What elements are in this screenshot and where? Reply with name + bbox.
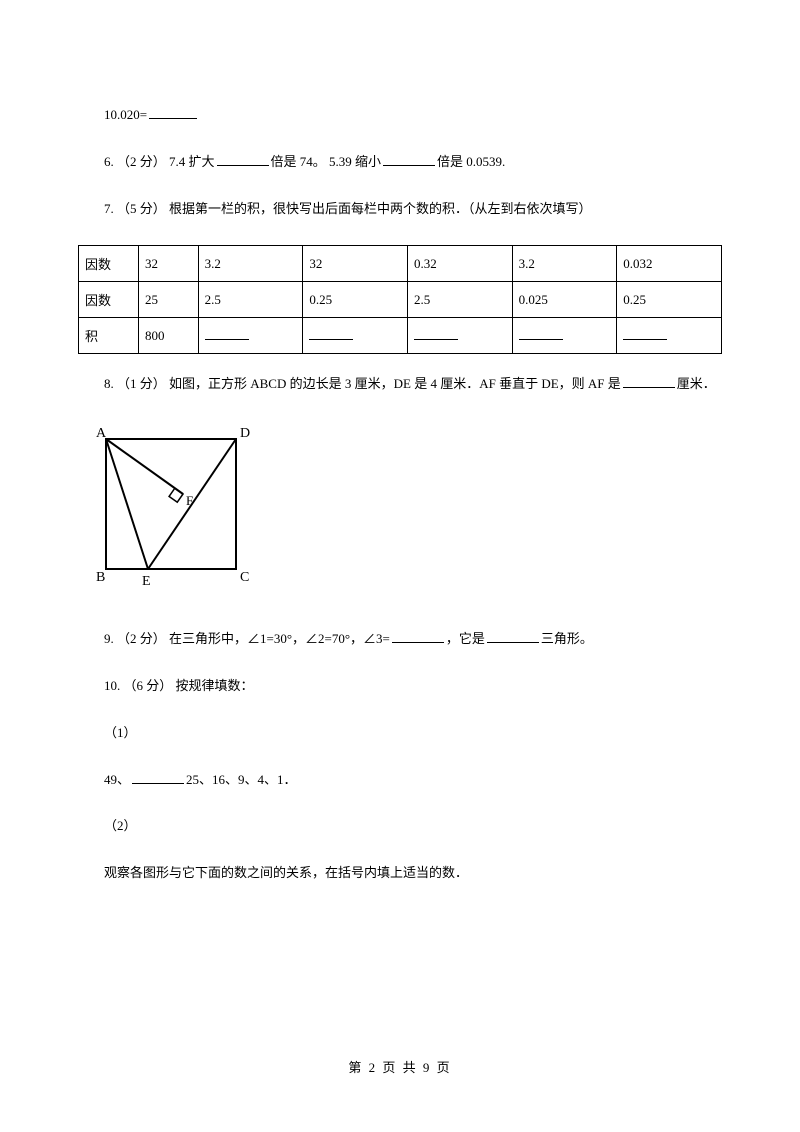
q6-pre: 6. （2 分） 7.4 扩大 — [104, 154, 215, 169]
row-label: 因数 — [79, 282, 139, 318]
q10-p1-blank[interactable] — [132, 771, 184, 784]
q6-mid1: 倍是 74。 5.39 缩小 — [271, 154, 382, 169]
cell: 0.25 — [617, 282, 722, 318]
page-footer: 第 2 页 共 9 页 — [0, 1057, 800, 1076]
q10-part2-label: （2） — [78, 816, 722, 837]
q6-blank2[interactable] — [383, 153, 435, 166]
q9-line: 9. （2 分） 在三角形中，∠1=30°，∠2=70°，∠3= ，它是 三角形。 — [78, 629, 722, 650]
q8-blank[interactable] — [623, 375, 675, 388]
cell: 2.5 — [198, 282, 303, 318]
cell-blank[interactable] — [303, 318, 408, 354]
cell: 25 — [139, 282, 199, 318]
q7-text: 7. （5 分） 根据第一栏的积，很快写出后面每栏中两个数的积．（从左到右依次填… — [78, 199, 722, 220]
label-D: D — [240, 426, 250, 441]
cell-blank[interactable] — [407, 318, 512, 354]
cell: 0.25 — [303, 282, 408, 318]
q5-tail-item: 10.020= — [78, 105, 722, 126]
q6-mid2: 倍是 0.0539. — [437, 154, 505, 169]
cell-blank[interactable] — [198, 318, 303, 354]
cell: 3.2 — [512, 246, 617, 282]
row-label: 积 — [79, 318, 139, 354]
q6-blank1[interactable] — [217, 153, 269, 166]
q10-p1-post: 25、16、9、4、1． — [186, 772, 297, 787]
cell-blank[interactable] — [617, 318, 722, 354]
label-F: F — [186, 493, 193, 508]
cell: 32 — [303, 246, 408, 282]
label-E: E — [142, 574, 151, 589]
q6-line: 6. （2 分） 7.4 扩大 倍是 74。 5.39 缩小 倍是 0.0539. — [78, 152, 722, 173]
q9-blank1[interactable] — [392, 630, 444, 643]
q10-part1-seq: 49、 25、16、9、4、1． — [78, 770, 722, 791]
q5-blank[interactable] — [149, 106, 197, 119]
label-C: C — [240, 570, 249, 585]
cell: 2.5 — [407, 282, 512, 318]
q5-label: 10.020= — [104, 107, 147, 122]
row-label: 因数 — [79, 246, 139, 282]
cell: 0.32 — [407, 246, 512, 282]
cell: 0.032 — [617, 246, 722, 282]
q10-part1-label: （1） — [78, 723, 722, 744]
q7-table: 因数 32 3.2 32 0.32 3.2 0.032 因数 25 2.5 0.… — [78, 245, 722, 354]
cell: 0.025 — [512, 282, 617, 318]
table-row: 因数 32 3.2 32 0.32 3.2 0.032 — [79, 246, 722, 282]
label-A: A — [96, 426, 107, 441]
q10-title: 10. （6 分） 按规律填数： — [78, 676, 722, 697]
table-row: 积 800 — [79, 318, 722, 354]
table-row: 因数 25 2.5 0.25 2.5 0.025 0.25 — [79, 282, 722, 318]
q9-post: 三角形。 — [541, 631, 593, 646]
q8-figure: A D B C E F — [88, 421, 258, 601]
q9-mid: ，它是 — [446, 631, 485, 646]
label-B: B — [96, 570, 105, 585]
q9-blank2[interactable] — [487, 630, 539, 643]
cell-blank[interactable] — [512, 318, 617, 354]
q8-pre: 8. （1 分） 如图，正方形 ABCD 的边长是 3 厘米，DE 是 4 厘米… — [104, 376, 621, 391]
q10-p1-pre: 49、 — [104, 772, 130, 787]
cell: 3.2 — [198, 246, 303, 282]
q10-part2-text: 观察各图形与它下面的数之间的关系，在括号内填上适当的数． — [78, 863, 722, 884]
cell: 32 — [139, 246, 199, 282]
q9-pre: 9. （2 分） 在三角形中，∠1=30°，∠2=70°，∠3= — [104, 631, 390, 646]
cell: 800 — [139, 318, 199, 354]
q8-line: 8. （1 分） 如图，正方形 ABCD 的边长是 3 厘米，DE 是 4 厘米… — [78, 374, 722, 395]
q8-post: 厘米． — [677, 376, 716, 391]
